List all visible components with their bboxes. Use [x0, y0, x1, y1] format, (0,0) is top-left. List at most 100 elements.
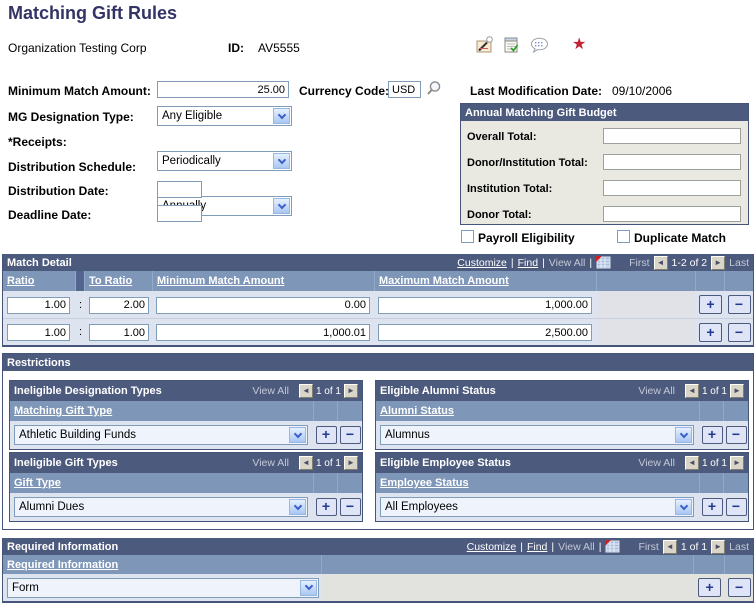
currency-code-label: Currency Code:: [299, 84, 390, 98]
distribution-date-field[interactable]: [157, 181, 202, 198]
view-all-link[interactable]: View All: [638, 457, 675, 469]
customize-link[interactable]: Customize: [466, 540, 517, 553]
prev-rows-icon[interactable]: ◄: [684, 456, 699, 470]
currency-lookup-icon[interactable]: [426, 80, 442, 97]
currency-code-field[interactable]: [388, 81, 421, 98]
ratio-field[interactable]: [7, 324, 70, 342]
prev-rows-icon[interactable]: ◄: [662, 539, 677, 554]
add-row-button[interactable]: +: [315, 426, 337, 444]
donor-total-field[interactable]: [603, 206, 741, 222]
delete-row-button[interactable]: −: [727, 578, 751, 597]
mg-designation-type-label: MG Designation Type:: [8, 110, 134, 124]
delete-row-button[interactable]: −: [725, 426, 747, 444]
column-alumni-status[interactable]: Alumni Status: [380, 405, 454, 417]
delete-row-button[interactable]: −: [727, 322, 751, 342]
view-all-link[interactable]: View All: [252, 457, 289, 469]
row-range: 1 of 1: [315, 457, 341, 469]
matching-gift-type-select[interactable]: Athletic Building Funds: [14, 425, 308, 445]
column-maximum-match-amount[interactable]: Maximum Match Amount: [379, 275, 509, 287]
ineligible-designation-types-grid: Ineligible Designation Types View All ◄ …: [9, 380, 363, 450]
maximum-match-amount-cell-field[interactable]: [378, 296, 592, 314]
next-rows-icon[interactable]: ►: [711, 539, 726, 554]
column-ratio[interactable]: Ratio: [7, 275, 35, 287]
customize-link[interactable]: Customize: [457, 256, 507, 269]
view-all-link[interactable]: View All: [252, 385, 289, 397]
gift-type-select[interactable]: Alumni Dues: [14, 497, 308, 517]
separator: |: [520, 540, 523, 553]
download-to-excel-icon[interactable]: [596, 256, 611, 269]
contact-note-icon[interactable]: [476, 36, 495, 54]
view-all-link[interactable]: View All: [558, 540, 595, 553]
delete-row-button[interactable]: −: [339, 498, 361, 516]
employee-status-select[interactable]: All Employees: [380, 497, 694, 517]
last-link[interactable]: Last: [729, 256, 749, 269]
overall-total-field[interactable]: [603, 128, 741, 144]
required-information-select[interactable]: Form: [7, 577, 319, 598]
chevron-down-icon: [273, 198, 290, 214]
chevron-down-icon: [675, 499, 692, 515]
add-row-button[interactable]: +: [699, 295, 722, 314]
to-ratio-field[interactable]: [89, 296, 149, 314]
match-detail-column-header: Ratio To Ratio Minimum Match Amount Maxi…: [3, 271, 753, 291]
column-employee-status[interactable]: Employee Status: [380, 477, 469, 489]
last-link[interactable]: Last: [729, 540, 749, 553]
row-range: 1 of 1: [680, 540, 708, 553]
view-all-link[interactable]: View All: [638, 385, 675, 397]
mg-designation-type-select[interactable]: Any Eligible: [157, 106, 292, 126]
download-to-excel-icon[interactable]: [605, 540, 620, 553]
column-required-information[interactable]: Required Information: [7, 558, 119, 571]
column-gift-type[interactable]: Gift Type: [14, 477, 61, 489]
maximum-match-amount-cell-field[interactable]: [378, 324, 592, 342]
donor-total-label: Donor Total:: [467, 209, 532, 221]
add-row-button[interactable]: +: [699, 322, 722, 342]
prev-rows-icon[interactable]: ◄: [684, 384, 699, 398]
next-rows-icon[interactable]: ►: [711, 255, 726, 270]
payroll-eligibility-label: Payroll Eligibility: [478, 231, 575, 245]
next-rows-icon[interactable]: ►: [730, 384, 744, 398]
minimum-match-amount-field[interactable]: [157, 81, 289, 98]
column-minimum-match-amount[interactable]: Minimum Match Amount: [157, 275, 285, 287]
minimum-match-amount-cell-field[interactable]: [156, 296, 370, 314]
view-all-link[interactable]: View All: [548, 256, 586, 269]
favorite-star-icon[interactable]: ★: [572, 36, 587, 53]
alumni-status-select[interactable]: Alumnus: [380, 425, 694, 445]
prev-rows-icon[interactable]: ◄: [298, 384, 313, 398]
find-link[interactable]: Find: [517, 256, 539, 269]
first-link[interactable]: First: [629, 256, 650, 269]
ratio-field[interactable]: [7, 296, 70, 314]
minimum-match-amount-label: Minimum Match Amount:: [8, 84, 151, 98]
add-row-button[interactable]: +: [701, 426, 723, 444]
find-link[interactable]: Find: [526, 540, 548, 553]
add-row-button[interactable]: +: [315, 498, 337, 516]
duplicate-match-checkbox[interactable]: [617, 230, 630, 243]
institution-total-field[interactable]: [603, 180, 741, 196]
comment-icon[interactable]: [530, 37, 549, 54]
required-information-header: Required Information Customize | Find | …: [3, 538, 753, 555]
delete-row-button[interactable]: −: [339, 426, 361, 444]
prev-rows-icon[interactable]: ◄: [653, 255, 668, 270]
next-rows-icon[interactable]: ►: [730, 456, 744, 470]
receipts-select[interactable]: Periodically: [157, 151, 292, 171]
chevron-down-icon: [675, 427, 692, 443]
next-rows-icon[interactable]: ►: [344, 456, 358, 470]
distribution-date-label: Distribution Date:: [8, 184, 109, 198]
delete-row-button[interactable]: −: [725, 498, 747, 516]
next-rows-icon[interactable]: ►: [344, 384, 358, 398]
checklist-icon[interactable]: [503, 36, 520, 54]
minimum-match-amount-cell-field[interactable]: [156, 324, 370, 342]
column-matching-gift-type[interactable]: Matching Gift Type: [14, 405, 113, 417]
to-ratio-field[interactable]: [89, 324, 149, 342]
column-to-ratio[interactable]: To Ratio: [89, 275, 133, 287]
delete-row-button[interactable]: −: [727, 295, 751, 314]
add-row-button[interactable]: +: [701, 498, 723, 516]
prev-rows-icon[interactable]: ◄: [298, 456, 313, 470]
payroll-eligibility-checkbox[interactable]: [461, 230, 474, 243]
budget-box-title: Annual Matching Gift Budget: [461, 104, 748, 121]
separator: |: [598, 540, 602, 553]
first-link[interactable]: First: [638, 540, 659, 553]
subgrid-title: Ineligible Gift Types: [14, 457, 118, 469]
deadline-date-field[interactable]: [157, 205, 202, 222]
add-row-button[interactable]: +: [698, 578, 722, 597]
donor-institution-total-field[interactable]: [603, 154, 741, 170]
distribution-schedule-label: Distribution Schedule:: [8, 160, 137, 174]
